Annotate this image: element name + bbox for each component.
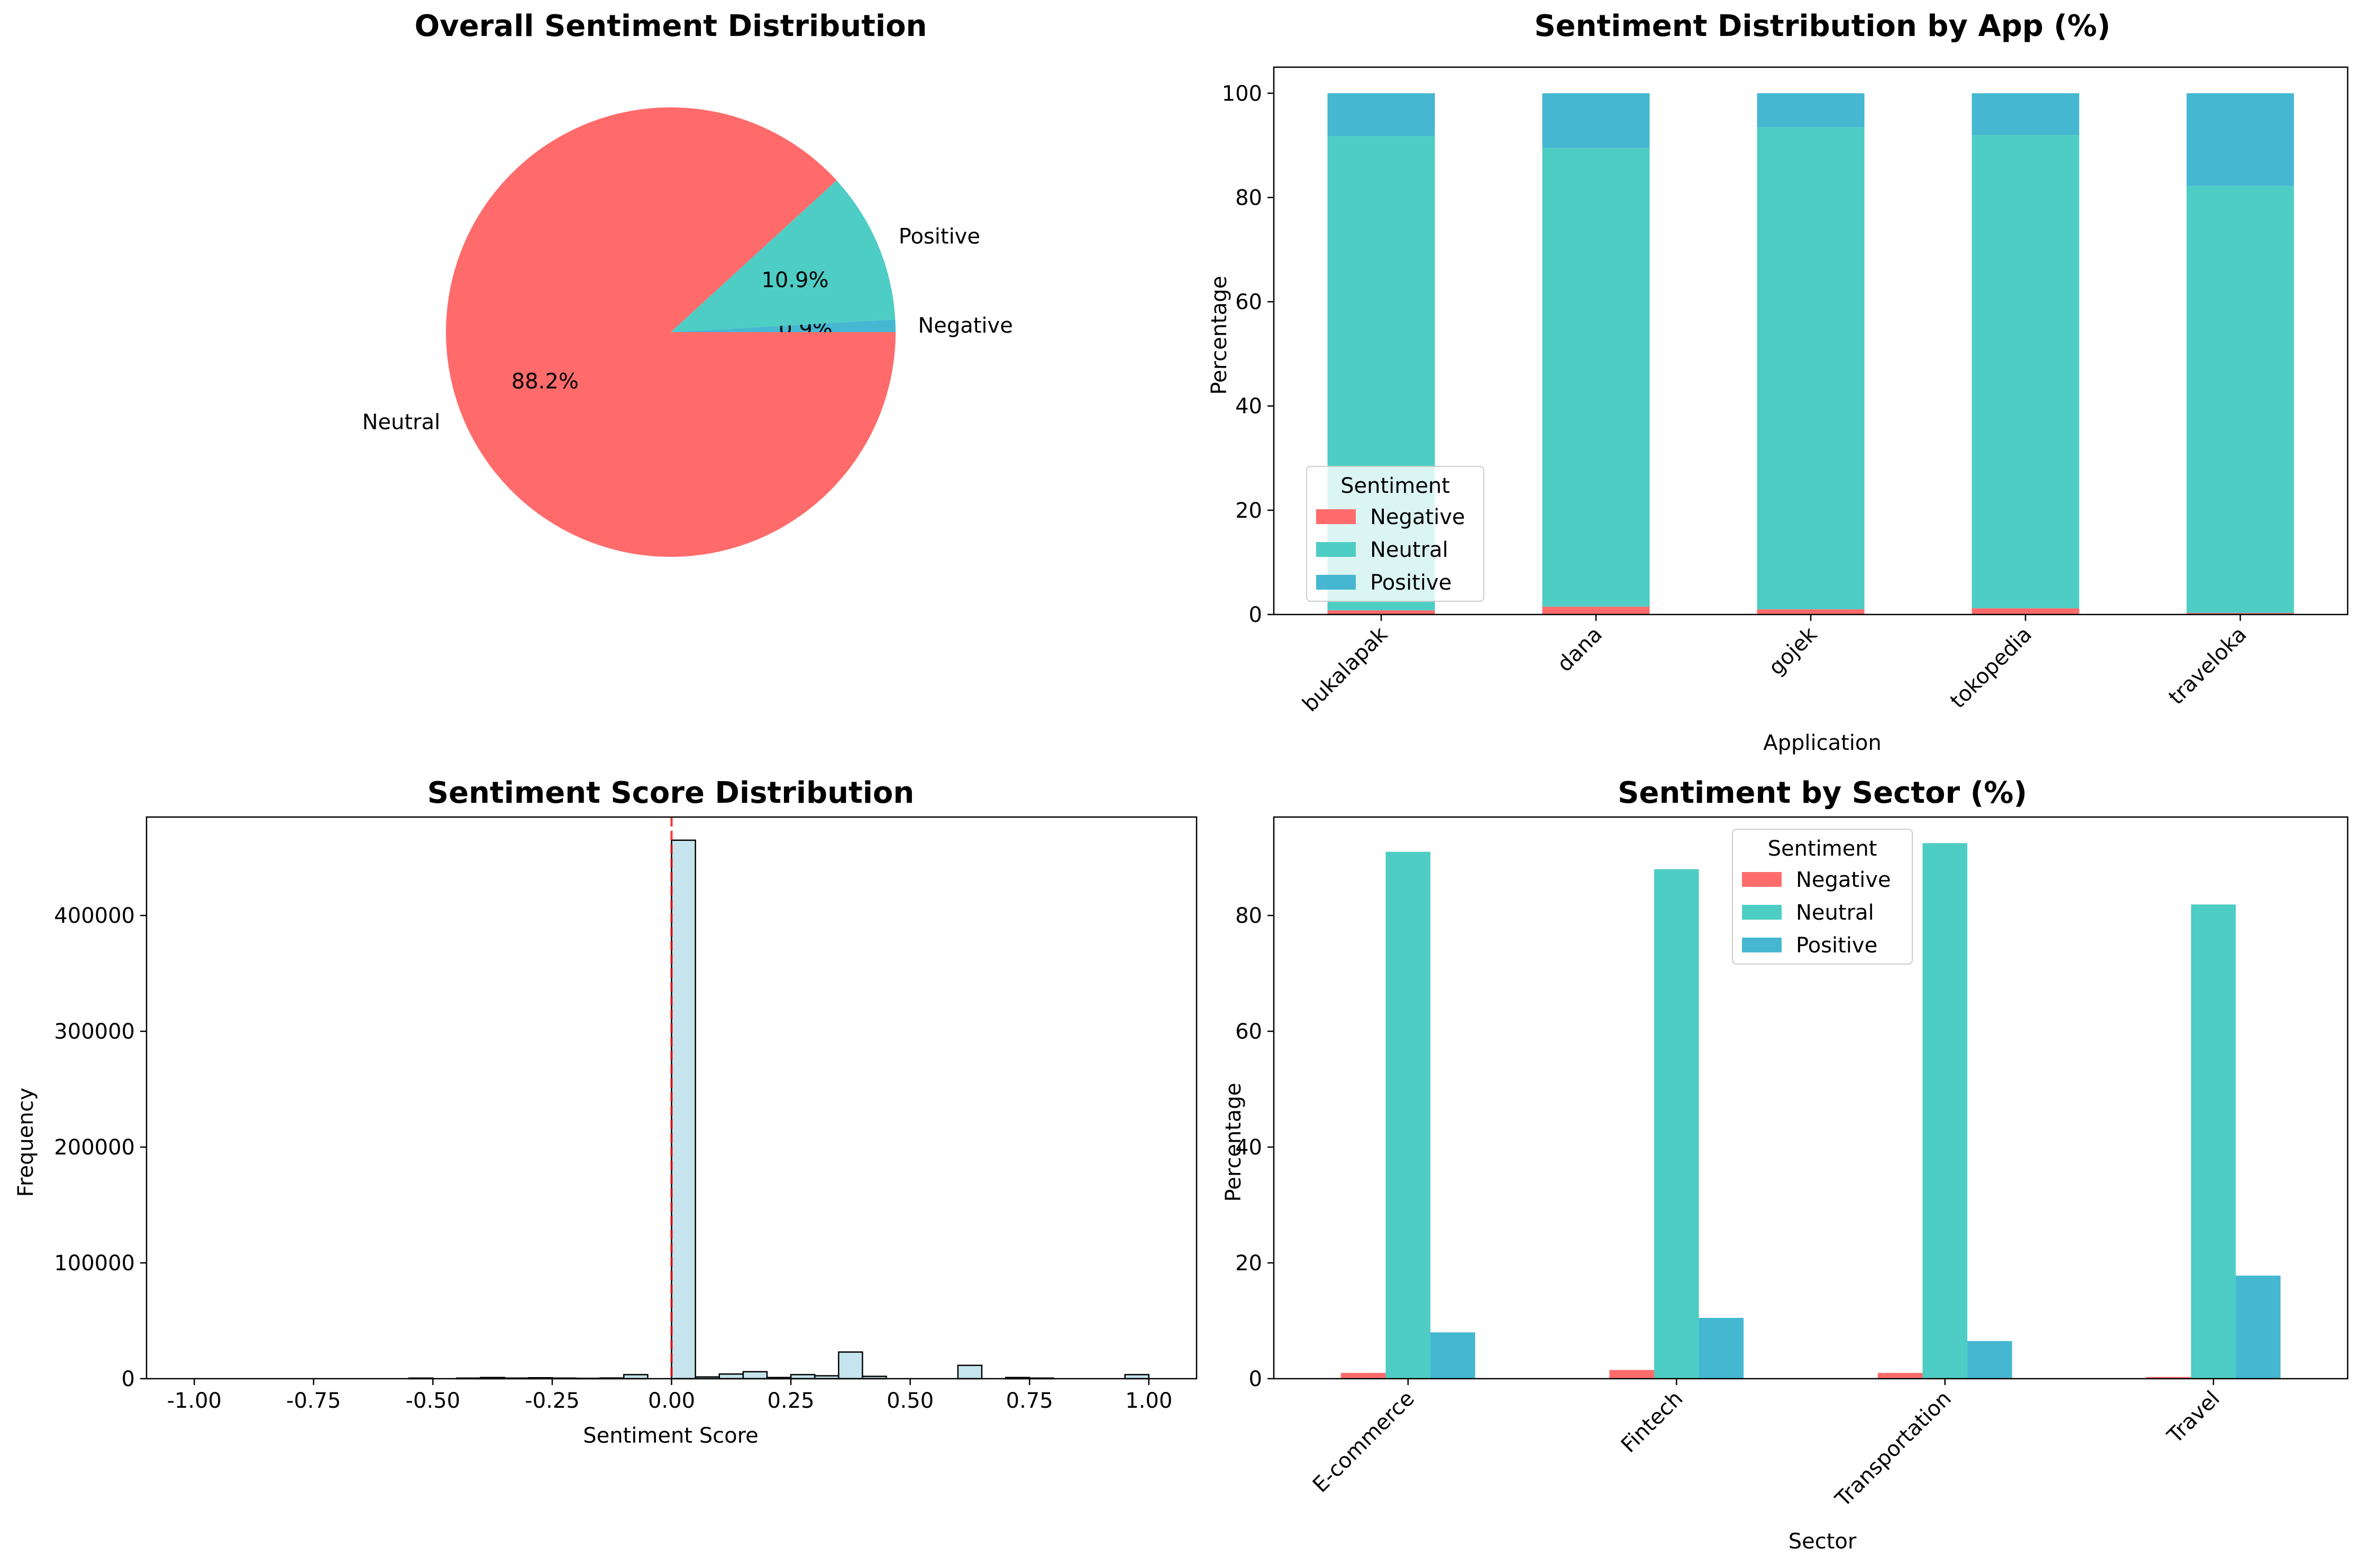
hist-xtick-label: 0.75 xyxy=(1006,1389,1053,1413)
hist-xtick-label: 0.50 xyxy=(887,1389,934,1413)
sector-ytick-label: 40 xyxy=(1235,1135,1262,1160)
hist-xtick-label: 0.25 xyxy=(768,1389,815,1413)
app-bar-tokopedia-neutral xyxy=(1972,135,2079,609)
hist-xtick-label: -0.25 xyxy=(525,1389,580,1413)
sector-legend-box xyxy=(1732,829,1913,965)
hist-ylabel: Frequency xyxy=(14,1088,38,1197)
hist-bin xyxy=(742,1371,768,1380)
sector-bar-transportation-negative xyxy=(1877,1373,1923,1379)
app-legend-label-neutral: Neutral xyxy=(1370,538,1448,562)
app-bar-gojek-negative xyxy=(1757,609,1865,615)
sector-xlabel: Sector xyxy=(1789,1529,1857,1554)
hist-plot-area: 0 100000 200000 300000 400000 -1.00 -0.75 -0.50… xyxy=(54,816,1198,1413)
sector-ytick-label: 60 xyxy=(1235,1020,1262,1044)
pie-slice-negative xyxy=(671,319,896,332)
sector-bar-transportation-neutral xyxy=(1922,843,1968,1379)
app-bar-gojek-neutral xyxy=(1757,127,1865,610)
pie-title: Overall Sentiment Distribution xyxy=(415,9,927,43)
sector-bar-fintech-neutral xyxy=(1654,869,1699,1379)
sector-bar-fintech-positive xyxy=(1699,1318,1744,1379)
sector-ytick-label: 20 xyxy=(1235,1251,1262,1276)
app-legend-label-negative: Negative xyxy=(1370,505,1465,529)
app-bar-tokopedia-positive xyxy=(1972,93,2079,135)
app-chart-title: Sentiment Distribution by App (%) xyxy=(1534,9,2110,43)
app-ytick-label: 40 xyxy=(1235,395,1262,419)
sector-legend-swatch-positive xyxy=(1742,938,1782,952)
app-legend-title: Sentiment xyxy=(1340,474,1450,498)
hist-ytick-label: 400000 xyxy=(54,904,135,928)
app-bar-gojek-positive xyxy=(1757,93,1865,127)
app-legend-box xyxy=(1306,466,1484,602)
app-bar-traveloka-positive xyxy=(2186,93,2294,186)
sector-chart-title: Sentiment by Sector (%) xyxy=(1618,776,2027,810)
sector-legend: Sentiment Negative Neutral Positive xyxy=(1732,829,1913,965)
app-bar-tokopedia-negative xyxy=(1972,608,2079,615)
hist-xtick-label: -0.50 xyxy=(406,1389,461,1413)
pie-label-neutral: Neutral xyxy=(362,410,441,434)
hist-bin xyxy=(671,839,696,1380)
app-ytick-label: 0 xyxy=(1249,603,1262,627)
app-bar-bukalapak-negative xyxy=(1327,610,1435,615)
sector-bar-travel-neutral xyxy=(2191,904,2236,1379)
app-bar-dana-negative xyxy=(1542,607,1650,615)
sector-ytick-label: 80 xyxy=(1235,904,1262,928)
app-ylabel: Percentage xyxy=(1207,276,1231,395)
pie-slice-positive xyxy=(671,180,896,332)
hist-xtick-label: -1.00 xyxy=(167,1389,222,1413)
app-legend: Sentiment Negative Neutral Positive xyxy=(1306,466,1484,602)
sector-bar-travel-positive xyxy=(2236,1276,2281,1379)
app-ytick-label: 80 xyxy=(1235,186,1262,210)
sector-bar-e-commerce-negative xyxy=(1340,1373,1386,1379)
app-bar-dana-neutral xyxy=(1542,148,1650,607)
hist-bin xyxy=(957,1364,983,1380)
sector-bar-e-commerce-neutral xyxy=(1385,851,1431,1379)
histogram-panel: Sentiment Score Distribution 0 100000 2000… xyxy=(14,776,1198,1448)
hist-ytick-label: 200000 xyxy=(54,1135,135,1160)
app-legend-swatch-negative xyxy=(1316,509,1356,524)
app-ytick-label: 100 xyxy=(1222,81,1262,106)
hist-xtick-label: 0.00 xyxy=(648,1389,695,1413)
sector-legend-swatch-neutral xyxy=(1742,905,1782,920)
hist-xlabel: Sentiment Score xyxy=(583,1424,759,1448)
sector-legend-title: Sentiment xyxy=(1768,837,1877,861)
app-legend-swatch-positive xyxy=(1316,575,1356,590)
app-bar-bukalapak-positive xyxy=(1327,93,1435,136)
sector-bar-e-commerce-positive xyxy=(1430,1332,1475,1379)
hist-ytick-label: 100000 xyxy=(54,1251,135,1276)
app-legend-swatch-neutral xyxy=(1316,542,1356,557)
app-xlabel: Application xyxy=(1763,731,1882,755)
sector-bar-fintech-negative xyxy=(1609,1370,1654,1379)
hist-ytick-label: 300000 xyxy=(54,1020,135,1044)
app-axes-frame xyxy=(1273,66,2349,616)
app-bar-traveloka-negative xyxy=(2186,613,2294,615)
pie-slice-neutral xyxy=(445,107,896,557)
sector-axes-frame xyxy=(1273,816,2349,1380)
app-bar-dana-positive xyxy=(1542,93,1650,148)
pie-label-positive: Positive xyxy=(899,224,980,249)
app-legend-label-positive: Positive xyxy=(1370,571,1452,595)
sector-legend-swatch-negative xyxy=(1742,872,1782,887)
app-ytick-label: 60 xyxy=(1235,290,1262,315)
hist-bin xyxy=(838,1351,863,1380)
sector-bar-transportation-positive xyxy=(1967,1341,2012,1379)
app-ytick-label: 20 xyxy=(1235,499,1262,523)
sector-legend-label-neutral: Neutral xyxy=(1796,901,1874,925)
pie-pct-positive: 10.9% xyxy=(761,268,828,292)
hist-ytick-label: 0 xyxy=(122,1367,135,1391)
pie-chart-panel: Overall Sentiment Distribution Negative0… xyxy=(362,9,1013,557)
hist-xtick-label: -0.75 xyxy=(286,1389,341,1413)
app-bar-traveloka-neutral xyxy=(2186,186,2294,613)
sector-ylabel: Percentage xyxy=(1221,1083,1246,1202)
sector-legend-label-positive: Positive xyxy=(1796,933,1877,958)
sector-legend-label-negative: Negative xyxy=(1796,868,1891,892)
hist-bin xyxy=(718,1373,744,1380)
hist-title: Sentiment Score Distribution xyxy=(427,776,915,810)
pie-pct-neutral: 88.2% xyxy=(512,369,579,393)
pie-label-negative: Negative xyxy=(918,314,1013,338)
sector-ytick-label: 0 xyxy=(1249,1367,1262,1391)
sector-bar-travel-negative xyxy=(2146,1377,2191,1379)
hist-xtick-label: 1.00 xyxy=(1125,1389,1172,1413)
